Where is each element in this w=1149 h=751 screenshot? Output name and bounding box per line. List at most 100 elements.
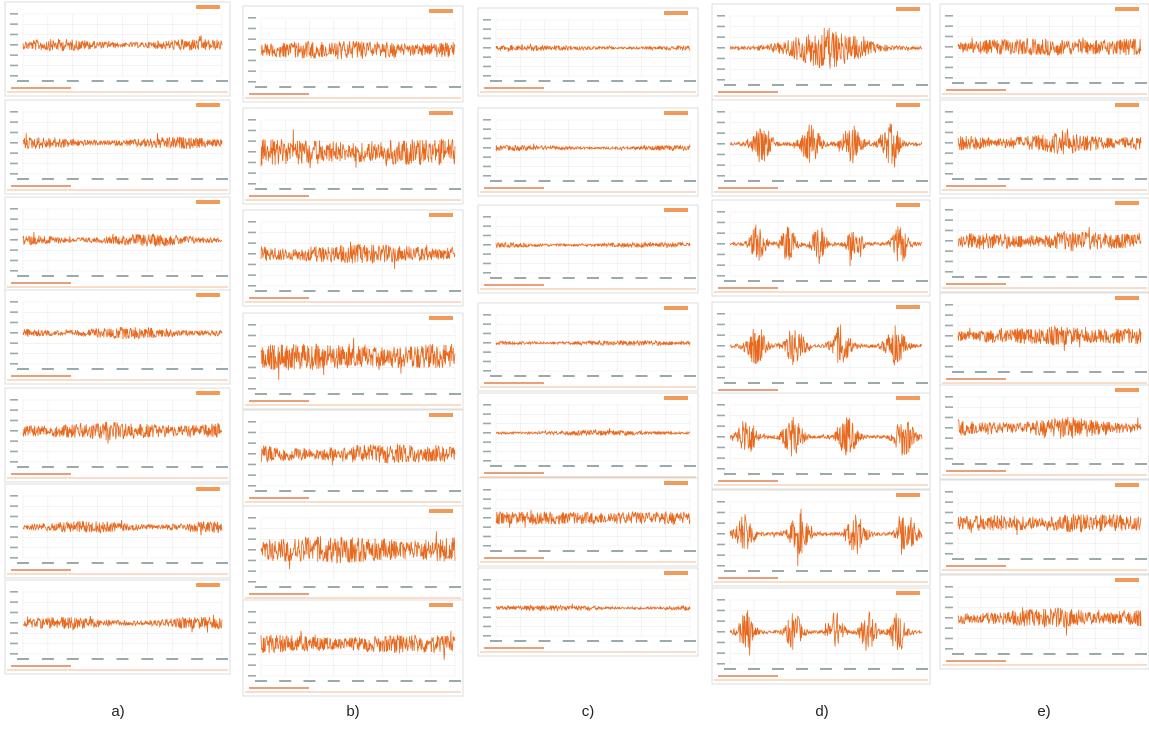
tick-text xyxy=(248,345,256,347)
tick-text xyxy=(42,562,54,564)
tick-text xyxy=(772,180,784,182)
panel-frame xyxy=(478,393,698,481)
tick-text xyxy=(10,173,18,175)
tick-text xyxy=(717,447,725,449)
tick-text xyxy=(1044,276,1056,278)
tick-text xyxy=(248,654,256,656)
tick-text xyxy=(352,393,364,395)
tick-text xyxy=(376,393,388,395)
tick-text xyxy=(945,586,953,588)
tick-text xyxy=(945,437,953,439)
tick-text xyxy=(10,440,18,442)
tick-text xyxy=(401,188,413,190)
tick-text xyxy=(425,490,437,492)
tick-text xyxy=(117,80,129,82)
tick-text xyxy=(717,345,725,347)
tick-text xyxy=(844,280,856,282)
tick-text xyxy=(563,80,575,82)
tick-text xyxy=(248,162,256,164)
tick-text xyxy=(945,396,953,398)
tick-text xyxy=(945,543,953,545)
tick-text xyxy=(916,382,928,384)
tick-text xyxy=(717,522,725,524)
tick-text xyxy=(1135,178,1147,180)
tick-text xyxy=(1066,178,1078,180)
tick-text xyxy=(10,311,18,313)
tick-text xyxy=(1044,371,1056,373)
tick-text xyxy=(945,596,953,598)
tick-text xyxy=(724,180,736,182)
tick-text xyxy=(717,143,725,145)
tick-text xyxy=(945,121,953,123)
tick-text xyxy=(17,466,29,468)
tick-text xyxy=(449,490,461,492)
tick-text xyxy=(216,80,228,82)
tick-text xyxy=(483,423,491,425)
signal-panel xyxy=(478,303,698,391)
tick-text xyxy=(279,393,291,395)
tick-text xyxy=(10,591,18,593)
tick-text xyxy=(868,382,880,384)
figure: a) b) c) d) e) xyxy=(0,0,1149,751)
tick-text xyxy=(717,264,725,266)
signal-panel xyxy=(940,575,1149,669)
tick-text xyxy=(328,680,340,682)
tick-text xyxy=(945,458,953,460)
tick-text xyxy=(328,586,340,588)
tick-text xyxy=(376,586,388,588)
tick-text xyxy=(10,270,18,272)
tick-text xyxy=(952,558,964,560)
logo xyxy=(196,293,220,297)
tick-text xyxy=(952,371,964,373)
footer-text xyxy=(484,187,544,189)
tick-text xyxy=(844,180,856,182)
tick-text xyxy=(717,554,725,556)
footer-text xyxy=(484,87,544,89)
tick-text xyxy=(717,324,725,326)
tick-text xyxy=(483,235,491,237)
tick-text xyxy=(166,80,178,82)
tick-text xyxy=(304,86,316,88)
tick-text xyxy=(141,562,153,564)
tick-text xyxy=(304,188,316,190)
tick-text xyxy=(10,34,18,36)
tick-text xyxy=(724,570,736,572)
tick-text xyxy=(998,276,1010,278)
tick-text xyxy=(248,17,256,19)
tick-text xyxy=(975,82,987,84)
signal-panel xyxy=(243,506,463,602)
tick-text xyxy=(717,79,725,81)
tick-text xyxy=(248,632,256,634)
logo xyxy=(896,203,920,207)
tick-text xyxy=(717,652,725,654)
footer-text xyxy=(249,497,309,499)
tick-text xyxy=(483,588,491,590)
tick-text xyxy=(490,640,502,642)
tick-text xyxy=(17,178,29,180)
tick-text xyxy=(1021,178,1033,180)
tick-text xyxy=(10,229,18,231)
tick-text xyxy=(945,325,953,327)
tick-text xyxy=(539,465,551,467)
tick-text xyxy=(975,371,987,373)
signal-panel xyxy=(478,205,698,293)
tick-text xyxy=(724,84,736,86)
tick-text xyxy=(10,536,18,538)
logo xyxy=(1115,578,1139,582)
logo xyxy=(896,396,920,400)
footer-text xyxy=(11,185,71,187)
signal-panel xyxy=(5,290,230,384)
tick-text xyxy=(483,47,491,49)
tick-text xyxy=(191,80,203,82)
tick-text xyxy=(772,382,784,384)
tick-text xyxy=(636,375,648,377)
signal-panel xyxy=(5,197,230,291)
footer-text xyxy=(718,480,778,482)
tick-text xyxy=(587,277,599,279)
tick-text xyxy=(279,680,291,682)
tick-text xyxy=(1089,371,1101,373)
tick-text xyxy=(796,570,808,572)
tick-text xyxy=(10,208,18,210)
tick-text xyxy=(945,522,953,524)
tick-text xyxy=(483,38,491,40)
